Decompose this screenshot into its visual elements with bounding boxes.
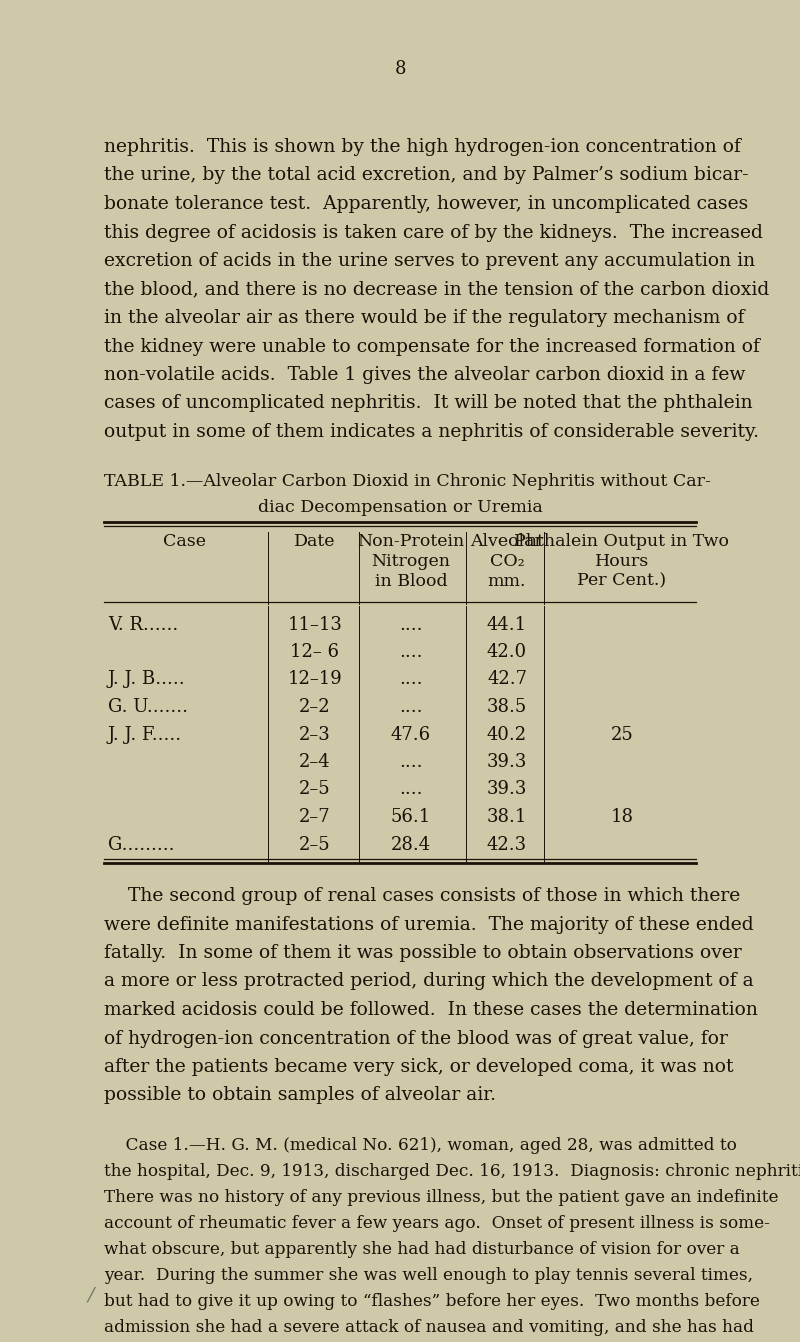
Text: V. R......: V. R......: [108, 616, 178, 633]
Text: 42.3: 42.3: [487, 836, 527, 854]
Text: G. U.......: G. U.......: [108, 698, 188, 717]
Text: ....: ....: [399, 753, 422, 772]
Text: but had to give it up owing to “flashes” before her eyes.  Two months before: but had to give it up owing to “flashes”…: [104, 1292, 760, 1310]
Text: ....: ....: [399, 671, 422, 688]
Text: /: /: [88, 1287, 94, 1304]
Text: ....: ....: [399, 698, 422, 717]
Text: possible to obtain samples of alveolar air.: possible to obtain samples of alveolar a…: [104, 1087, 496, 1104]
Text: this degree of acidosis is taken care of by the kidneys.  The increased: this degree of acidosis is taken care of…: [104, 224, 763, 242]
Text: output in some of them indicates a nephritis of considerable severity.: output in some of them indicates a nephr…: [104, 423, 759, 442]
Text: 2–5: 2–5: [299, 781, 331, 798]
Text: year.  During the summer she was well enough to play tennis several times,: year. During the summer she was well eno…: [104, 1267, 753, 1284]
Text: G.........: G.........: [108, 836, 174, 854]
Text: 11–13: 11–13: [287, 616, 342, 633]
Text: bonate tolerance test.  Apparently, however, in uncomplicated cases: bonate tolerance test. Apparently, howev…: [104, 195, 748, 213]
Text: the hospital, Dec. 9, 1913, discharged Dec. 16, 1913.  Diagnosis: chronic nephri: the hospital, Dec. 9, 1913, discharged D…: [104, 1164, 800, 1180]
Text: There was no history of any previous illness, but the patient gave an indefinite: There was no history of any previous ill…: [104, 1189, 778, 1206]
Text: J. J. F.....: J. J. F.....: [108, 726, 182, 743]
Text: 39.3: 39.3: [487, 781, 527, 798]
Text: what obscure, but apparently she had had disturbance of vision for over a: what obscure, but apparently she had had…: [104, 1241, 740, 1257]
Text: 47.6: 47.6: [391, 726, 431, 743]
Text: 42.0: 42.0: [487, 643, 527, 662]
Text: account of rheumatic fever a few years ago.  Onset of present illness is some-: account of rheumatic fever a few years a…: [104, 1215, 770, 1232]
Text: Non-Protein
Nitrogen
in Blood: Non-Protein Nitrogen in Blood: [358, 534, 465, 589]
Text: 25: 25: [610, 726, 634, 743]
Text: the kidney were unable to compensate for the increased formation of: the kidney were unable to compensate for…: [104, 337, 760, 356]
Text: of hydrogen-ion concentration of the blood was of great value, for: of hydrogen-ion concentration of the blo…: [104, 1029, 728, 1048]
Text: 2–7: 2–7: [299, 808, 331, 825]
Text: Case 1.—H. G. M. (medical No. 621), woman, aged 28, was admitted to: Case 1.—H. G. M. (medical No. 621), woma…: [104, 1137, 737, 1154]
Text: 2–2: 2–2: [299, 698, 331, 717]
Text: nephritis.  This is shown by the high hydrogen-ion concentration of: nephritis. This is shown by the high hyd…: [104, 138, 741, 156]
Text: the urine, by the total acid excretion, and by Palmer’s sodium bicar-: the urine, by the total acid excretion, …: [104, 166, 749, 184]
Text: in the alveolar air as there would be if the regulatory mechanism of: in the alveolar air as there would be if…: [104, 309, 745, 327]
Text: Phthalein Output in Two
Hours
Per Cent.): Phthalein Output in Two Hours Per Cent.): [514, 534, 730, 589]
Text: ....: ....: [399, 616, 422, 633]
Text: Case: Case: [163, 534, 206, 550]
Text: after the patients became very sick, or developed coma, it was not: after the patients became very sick, or …: [104, 1057, 734, 1076]
Text: The second group of renal cases consists of those in which there: The second group of renal cases consists…: [104, 887, 740, 905]
Text: 18: 18: [610, 808, 634, 825]
Text: 12–19: 12–19: [288, 671, 342, 688]
Text: excretion of acids in the urine serves to prevent any accumulation in: excretion of acids in the urine serves t…: [104, 252, 755, 270]
Text: Alveolar
CO₂
mm.: Alveolar CO₂ mm.: [470, 534, 543, 589]
Text: ....: ....: [399, 781, 422, 798]
Text: 2–5: 2–5: [299, 836, 331, 854]
Text: a more or less protracted period, during which the development of a: a more or less protracted period, during…: [104, 973, 754, 990]
Text: 38.1: 38.1: [487, 808, 527, 825]
Text: fatally.  In some of them it was possible to obtain observations over: fatally. In some of them it was possible…: [104, 943, 742, 962]
Text: ....: ....: [399, 643, 422, 662]
Text: non-volatile acids.  Table 1 gives the alveolar carbon dioxid in a few: non-volatile acids. Table 1 gives the al…: [104, 366, 746, 384]
Text: the blood, and there is no decrease in the tension of the carbon dioxid: the blood, and there is no decrease in t…: [104, 280, 770, 298]
Text: J. J. B.....: J. J. B.....: [108, 671, 186, 688]
Text: 2–4: 2–4: [299, 753, 331, 772]
Text: 42.7: 42.7: [487, 671, 527, 688]
Text: 39.3: 39.3: [487, 753, 527, 772]
Text: 12– 6: 12– 6: [290, 643, 339, 662]
Text: 8: 8: [394, 60, 406, 78]
Text: admission she had a severe attack of nausea and vomiting, and she has had: admission she had a severe attack of nau…: [104, 1319, 754, 1337]
Text: Date: Date: [294, 534, 336, 550]
Text: 2–3: 2–3: [299, 726, 331, 743]
Text: 28.4: 28.4: [391, 836, 431, 854]
Text: marked acidosis could be followed.  In these cases the determination: marked acidosis could be followed. In th…: [104, 1001, 758, 1019]
Text: cases of uncomplicated nephritis.  It will be noted that the phthalein: cases of uncomplicated nephritis. It wil…: [104, 395, 753, 412]
Text: 56.1: 56.1: [391, 808, 431, 825]
Text: 40.2: 40.2: [487, 726, 527, 743]
Text: TABLE 1.—Alveolar Carbon Dioxid in Chronic Nephritis without Car-: TABLE 1.—Alveolar Carbon Dioxid in Chron…: [104, 474, 711, 490]
Text: diac Decompensation or Uremia: diac Decompensation or Uremia: [258, 499, 542, 517]
Text: 44.1: 44.1: [487, 616, 527, 633]
Text: were definite manifestations of uremia.  The majority of these ended: were definite manifestations of uremia. …: [104, 915, 754, 934]
Text: 38.5: 38.5: [487, 698, 527, 717]
